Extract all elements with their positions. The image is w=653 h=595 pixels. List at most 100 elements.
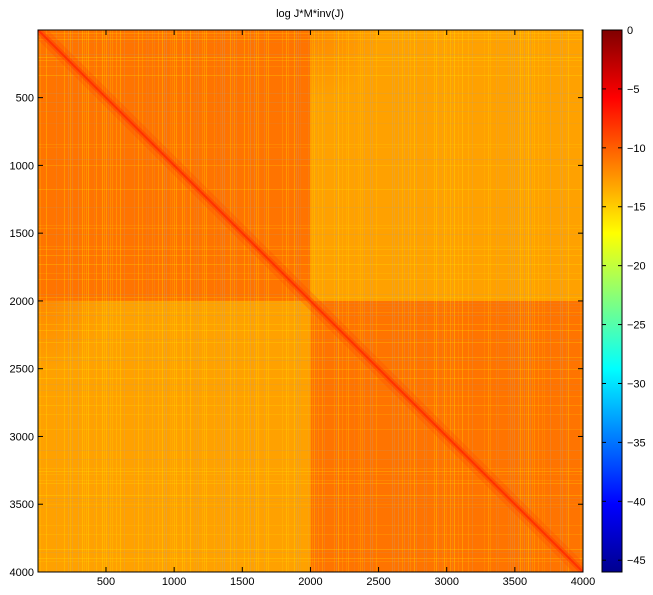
- texture-stripe: [462, 30, 463, 572]
- texture-stripe: [96, 30, 97, 572]
- texture-stripe: [138, 30, 139, 572]
- y-tick-label: 500: [16, 93, 34, 105]
- y-axis: 500 1000 1500 2000 2500 3000 3500 4000: [10, 93, 583, 579]
- texture-stripe: [82, 30, 83, 572]
- texture-stripe: [408, 30, 409, 572]
- texture-stripe: [88, 30, 89, 572]
- texture-stripe: [300, 30, 301, 572]
- texture-stripe: [38, 279, 583, 280]
- texture-stripe: [38, 468, 583, 469]
- texture-stripe: [38, 39, 583, 40]
- texture-stripe: [110, 30, 111, 572]
- texture-stripe: [468, 30, 469, 572]
- texture-stripe: [104, 30, 105, 572]
- texture-stripe: [38, 306, 583, 307]
- texture-stripe: [498, 30, 499, 572]
- texture-stripe: [38, 330, 583, 331]
- heatmap-texture: [38, 30, 583, 572]
- texture-stripe: [424, 30, 425, 572]
- texture-stripe: [64, 30, 65, 572]
- y-tick-label: 3500: [10, 499, 34, 511]
- texture-stripe: [38, 525, 583, 526]
- x-tick-label: 3500: [503, 576, 527, 588]
- texture-stripe: [202, 30, 203, 572]
- texture-stripe: [282, 30, 283, 572]
- y-tick-label: 4000: [10, 567, 34, 579]
- texture-stripe: [38, 249, 583, 250]
- texture-stripe: [296, 30, 297, 572]
- texture-stripe: [112, 30, 113, 572]
- texture-stripe: [38, 294, 583, 295]
- texture-stripe: [134, 30, 135, 572]
- texture-stripe: [38, 36, 583, 37]
- texture-stripe: [520, 30, 521, 572]
- texture-stripe: [38, 390, 583, 391]
- texture-stripe: [124, 30, 125, 572]
- texture-stripe: [56, 30, 57, 572]
- texture-stripe: [230, 30, 231, 572]
- texture-stripe: [38, 57, 583, 58]
- texture-stripe: [392, 30, 393, 572]
- texture-stripe: [438, 30, 439, 572]
- texture-stripe: [268, 30, 269, 572]
- texture-stripe: [288, 30, 289, 572]
- texture-stripe: [376, 30, 377, 572]
- texture-stripe: [266, 30, 267, 572]
- texture-stripe: [38, 450, 583, 451]
- texture-stripe: [488, 30, 489, 572]
- texture-stripe: [234, 30, 235, 572]
- texture-stripe: [286, 30, 287, 572]
- texture-stripe: [38, 75, 583, 76]
- texture-stripe: [568, 30, 569, 572]
- colorbar-tick-label: 0: [627, 25, 633, 37]
- texture-stripe: [454, 30, 455, 572]
- texture-stripe: [254, 30, 255, 572]
- texture-stripe: [394, 30, 395, 572]
- texture-stripe: [146, 30, 147, 572]
- texture-stripe: [436, 30, 437, 572]
- x-axis: 500 1000 1500 2000 2500 3000 3500 4000: [97, 30, 595, 588]
- texture-stripe: [158, 30, 159, 572]
- texture-stripe: [336, 30, 337, 572]
- texture-stripe: [354, 30, 355, 572]
- texture-stripe: [78, 30, 79, 572]
- texture-stripe: [38, 474, 583, 475]
- colorbar-gradient: [602, 30, 622, 572]
- texture-stripe: [348, 30, 349, 572]
- texture-stripe: [490, 30, 491, 572]
- texture-stripe: [38, 324, 583, 325]
- heatmap-diagonal: [38, 30, 583, 572]
- texture-stripe: [38, 60, 583, 61]
- texture-stripe: [452, 30, 453, 572]
- texture-stripe: [220, 30, 221, 572]
- texture-stripe: [154, 30, 155, 572]
- texture-stripe: [318, 30, 319, 572]
- texture-stripe: [120, 30, 121, 572]
- x-tick-label: 2500: [366, 576, 390, 588]
- texture-stripe: [38, 480, 583, 481]
- texture-stripe: [38, 309, 583, 310]
- texture-stripe: [162, 30, 163, 572]
- texture-stripe: [186, 30, 187, 572]
- texture-stripe: [450, 30, 451, 572]
- corner-tint-bottom-left: [38, 300, 108, 371]
- texture-stripe: [362, 30, 363, 572]
- texture-stripe: [566, 30, 567, 572]
- texture-stripe: [172, 30, 173, 572]
- texture-stripe: [108, 30, 109, 572]
- texture-stripe: [364, 30, 365, 572]
- corner-tint-top-right: [310, 30, 381, 100]
- texture-stripe: [538, 30, 539, 572]
- colorbar-tick-label: −30: [627, 378, 646, 390]
- texture-stripe: [70, 30, 71, 572]
- texture-stripe: [38, 66, 583, 67]
- texture-stripe: [216, 30, 217, 572]
- texture-stripe: [38, 54, 583, 55]
- texture-stripe: [360, 30, 361, 572]
- texture-stripe: [562, 30, 563, 572]
- texture-stripe: [196, 30, 197, 572]
- texture-stripe: [38, 165, 583, 166]
- colorbar-tick-label: −10: [627, 143, 646, 155]
- x-tick-label: 1500: [230, 576, 254, 588]
- texture-stripe: [38, 111, 583, 112]
